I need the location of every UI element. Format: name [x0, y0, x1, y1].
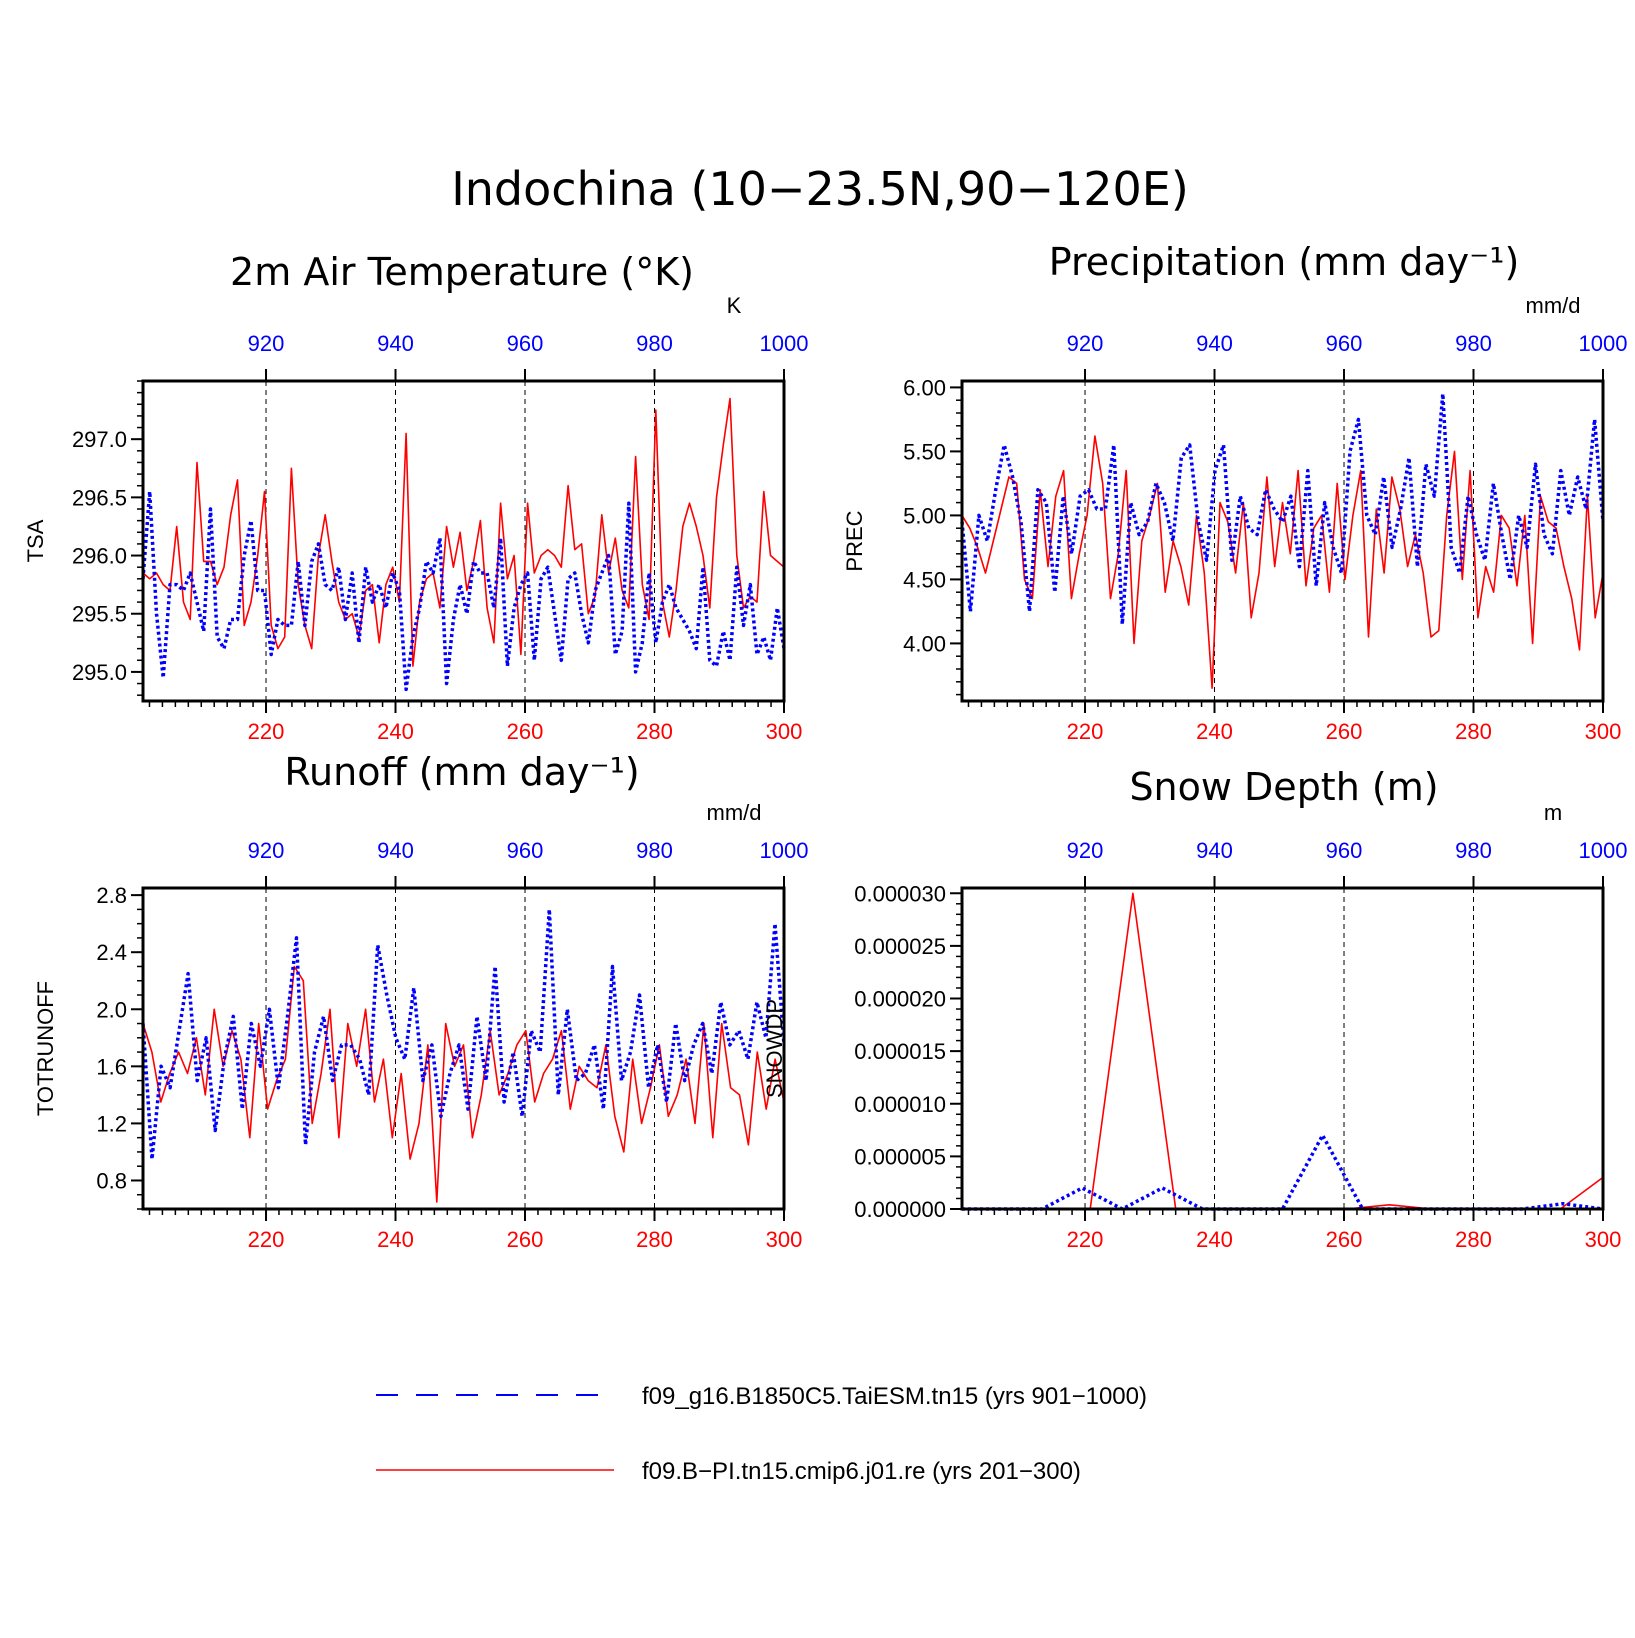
y-tick-label: 296.0	[72, 544, 127, 569]
x-top-tick-label: 960	[1326, 838, 1363, 863]
x-bottom-tick-label: 220	[248, 1227, 285, 1252]
units-label: mm/d	[707, 800, 762, 825]
y-tick-label: 6.00	[903, 375, 946, 400]
x-bottom-tick-label: 240	[1196, 719, 1233, 744]
x-top-tick-label: 1000	[1579, 331, 1628, 356]
x-top-tick-label: 960	[507, 838, 544, 863]
y-tick-label: 5.00	[903, 503, 946, 528]
series-line-blue	[962, 1133, 1604, 1211]
x-bottom-tick-label: 300	[766, 719, 803, 744]
y-tick-label: 2.4	[96, 940, 127, 965]
y-tick-label: 2.8	[96, 883, 127, 908]
y-axis-label: PREC	[842, 510, 867, 571]
x-top-tick-label: 980	[1455, 838, 1492, 863]
panel-title: Precipitation (mm day⁻¹)	[1049, 240, 1520, 284]
y-tick-label: 0.000015	[854, 1039, 946, 1064]
y-tick-label: 1.2	[96, 1111, 127, 1136]
x-bottom-tick-label: 280	[1455, 1227, 1492, 1252]
x-bottom-tick-label: 260	[507, 719, 544, 744]
x-top-tick-label: 940	[377, 838, 414, 863]
x-top-tick-label: 940	[1196, 331, 1233, 356]
y-tick-label: 0.000020	[854, 987, 946, 1012]
x-bottom-tick-label: 280	[636, 1227, 673, 1252]
x-bottom-tick-label: 300	[1585, 719, 1622, 744]
x-bottom-tick-label: 240	[1196, 1227, 1233, 1252]
y-tick-label: 297.0	[72, 427, 127, 452]
panel-prec: Precipitation (mm day⁻¹) PREC mm/d 4.00 4.50…	[842, 240, 1627, 744]
legend: f09_g16.B1850C5.TaiESM.tn15 (yrs 901−100…	[376, 1383, 1147, 1485]
panel-frame	[960, 379, 1605, 703]
panel-title: Runoff (mm day⁻¹)	[284, 750, 639, 794]
x-top-tick-label: 920	[248, 838, 285, 863]
x-top-tick-label: 1000	[760, 331, 809, 356]
series-line-blue	[141, 907, 786, 1161]
y-tick-label: 0.000030	[854, 881, 946, 906]
series-line-red	[142, 965, 785, 1203]
x-top-tick-label: 920	[248, 331, 285, 356]
x-top-tick-label: 980	[1455, 331, 1492, 356]
panel-frame	[960, 886, 1605, 1211]
x-top-tick-label: 920	[1067, 331, 1104, 356]
panel-snowdp: Snow Depth (m) SNOWDP m 0.000000 0.000005 0.0…	[762, 765, 1627, 1252]
x-top-tick-label: 1000	[760, 838, 809, 863]
legend-label-cmip6: f09.B−PI.tn15.cmip6.j01.re (yrs 201−300)	[642, 1458, 1081, 1485]
panels: 2m Air Temperature (°K) TSA K 295.0 295.5 296…	[23, 240, 1627, 1252]
units-label: mm/d	[1526, 293, 1581, 318]
series-line-red	[961, 435, 1604, 690]
units-label: m	[1544, 800, 1562, 825]
y-tick-label: 296.5	[72, 485, 127, 510]
series-line-red	[962, 892, 1604, 1210]
x-bottom-tick-label: 280	[636, 719, 673, 744]
y-axis-label: TSA	[23, 519, 48, 562]
y-tick-label: 4.00	[903, 631, 946, 656]
x-bottom-tick-label: 220	[1067, 1227, 1104, 1252]
x-bottom-tick-label: 260	[1326, 719, 1363, 744]
x-top-tick-label: 960	[1326, 331, 1363, 356]
y-axis-label: SNOWDP	[762, 999, 787, 1098]
x-bottom-tick-label: 240	[377, 1227, 414, 1252]
x-top-tick-label: 980	[636, 838, 673, 863]
x-bottom-tick-label: 240	[377, 719, 414, 744]
x-top-tick-label: 920	[1067, 838, 1104, 863]
y-tick-label: 5.50	[903, 439, 946, 464]
panel-title: 2m Air Temperature (°K)	[230, 250, 694, 294]
x-top-tick-label: 940	[377, 331, 414, 356]
series-line-blue	[141, 489, 786, 692]
x-bottom-tick-label: 220	[248, 719, 285, 744]
panel-frame	[141, 886, 786, 1211]
y-tick-label: 0.000005	[854, 1144, 946, 1169]
x-top-tick-label: 980	[636, 331, 673, 356]
x-top-tick-label: 960	[507, 331, 544, 356]
panel-frame	[141, 379, 786, 703]
y-tick-label: 0.000025	[854, 934, 946, 959]
panel-tsa: 2m Air Temperature (°K) TSA K 295.0 295.5 296…	[23, 250, 808, 744]
x-bottom-tick-label: 300	[766, 1227, 803, 1252]
x-bottom-tick-label: 300	[1585, 1227, 1622, 1252]
panel-title: Snow Depth (m)	[1129, 765, 1438, 809]
y-tick-label: 0.000010	[854, 1092, 946, 1117]
units-label: K	[727, 293, 742, 318]
x-top-tick-label: 1000	[1579, 838, 1628, 863]
x-bottom-tick-label: 280	[1455, 719, 1492, 744]
y-tick-label: 1.6	[96, 1054, 127, 1079]
series-line-blue	[960, 392, 1605, 626]
y-tick-label: 4.50	[903, 567, 946, 592]
figure-title: Indochina (10−23.5N,90−120E)	[451, 162, 1189, 216]
y-tick-label: 295.5	[72, 602, 127, 627]
y-tick-label: 295.0	[72, 660, 127, 685]
y-tick-label: 0.8	[96, 1168, 127, 1193]
panel-totrunoff: Runoff (mm day⁻¹) TOTRUNOFF mm/d 0.8 1.2 1.6 2…	[33, 750, 808, 1252]
legend-label-taiesm: f09_g16.B1850C5.TaiESM.tn15 (yrs 901−100…	[642, 1383, 1147, 1410]
y-tick-label: 2.0	[96, 997, 127, 1022]
x-bottom-tick-label: 220	[1067, 719, 1104, 744]
y-axis-label: TOTRUNOFF	[33, 981, 58, 1116]
x-top-tick-label: 940	[1196, 838, 1233, 863]
x-bottom-tick-label: 260	[1326, 1227, 1363, 1252]
x-bottom-tick-label: 260	[507, 1227, 544, 1252]
series-line-red	[142, 397, 785, 667]
y-tick-label: 0.000000	[854, 1197, 946, 1222]
